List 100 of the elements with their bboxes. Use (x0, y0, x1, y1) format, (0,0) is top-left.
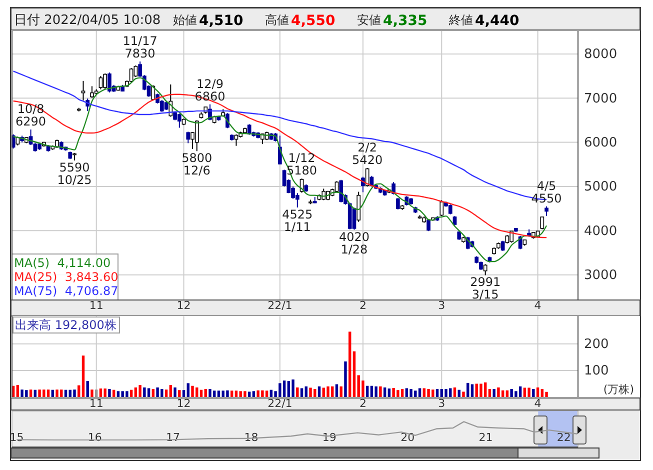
annotation: 10/8 6290 (16, 102, 46, 128)
y-tick-label: 100 (584, 364, 609, 379)
bar (34, 390, 37, 397)
bar (470, 384, 474, 397)
category-label: 高値 (265, 13, 289, 27)
bar (453, 387, 456, 397)
bar (344, 361, 347, 397)
category-label: 安値 (357, 13, 381, 27)
bar (326, 386, 330, 397)
y-tick-label: 200 (584, 337, 609, 352)
text: 4,550 (291, 13, 336, 29)
x-tick-label: 2 (359, 396, 366, 410)
x-tick-label: 22 (556, 430, 571, 444)
category-label: 終値 (448, 13, 473, 27)
candlestick (500, 240, 505, 252)
bar (400, 389, 404, 397)
candlestick (177, 113, 182, 128)
bar (366, 386, 369, 397)
y-tick-label: 5000 (584, 180, 618, 195)
x-tick-label: 22/1 (268, 396, 292, 410)
bar (287, 381, 290, 397)
candlestick (278, 135, 282, 165)
bar (422, 388, 426, 397)
candlestick (365, 167, 370, 187)
y-axis-title: (万株) (603, 383, 634, 396)
bar (484, 382, 487, 397)
x-tick-label: 4 (534, 298, 542, 312)
bar (230, 390, 234, 397)
candlestick (103, 72, 108, 90)
bar (388, 388, 391, 397)
bar (29, 390, 32, 397)
candlestick (448, 204, 452, 215)
bar (16, 385, 20, 397)
category-label: 始値 (173, 13, 197, 27)
annotation: 5800 12/6 (182, 151, 212, 178)
bar (82, 356, 85, 397)
x-tick-label: 4 (534, 396, 542, 410)
bar (492, 389, 496, 397)
bar (217, 390, 220, 397)
bar (174, 387, 176, 397)
bar (252, 391, 256, 397)
bar (270, 390, 273, 397)
bar (523, 388, 526, 397)
bar (444, 389, 448, 397)
bar (300, 388, 304, 397)
bar (383, 387, 386, 397)
bar (73, 390, 76, 397)
candlestick (81, 80, 86, 101)
x-tick-label: 11 (89, 396, 104, 410)
bar (458, 390, 460, 397)
annotation: 5590 10/25 (57, 160, 92, 187)
bar (56, 390, 58, 397)
text: MA(25) 3,843.60 (14, 270, 118, 284)
bar (528, 388, 530, 397)
bar (340, 386, 342, 397)
bar (540, 389, 544, 397)
y-tick-label: 7000 (584, 91, 618, 106)
bar (427, 389, 430, 397)
chart-title: 出来高 192,800株 (15, 318, 116, 332)
bar (46, 390, 50, 397)
text: 日付 2022/04/05 10:08 (14, 13, 161, 28)
bar (488, 389, 492, 397)
bar (95, 390, 98, 397)
bar (304, 386, 308, 397)
bar (348, 332, 352, 397)
x-tick-label: 17 (166, 430, 180, 444)
bar (164, 390, 168, 397)
candlestick (129, 68, 134, 83)
bar (501, 390, 504, 397)
bar (143, 387, 146, 397)
candlestick (361, 176, 365, 193)
x-tick-label: 3 (438, 396, 446, 410)
bar (169, 385, 172, 397)
text: MA(5) 4,114.00 (14, 256, 111, 270)
x-tick-label: 12 (176, 396, 191, 410)
y-tick-label: 6000 (584, 135, 618, 150)
bar (335, 384, 338, 397)
bar (282, 380, 286, 397)
bar (108, 389, 111, 397)
x-tick-label: 2 (359, 298, 366, 312)
bar (234, 390, 238, 397)
bar (374, 386, 378, 397)
annotation: 12/9 6860 (194, 76, 226, 104)
bar (370, 386, 374, 397)
bar (116, 391, 120, 397)
candlestick (440, 200, 444, 217)
bar (506, 390, 509, 397)
bar (138, 385, 142, 397)
candlestick (98, 76, 103, 90)
bar (112, 390, 116, 397)
x-tick-label: 11 (89, 298, 104, 312)
bar (178, 390, 181, 397)
bar (186, 383, 190, 397)
bar (134, 387, 138, 397)
bar (436, 389, 439, 397)
text: 4,335 (383, 13, 428, 29)
bar (78, 385, 80, 397)
bar (296, 387, 299, 397)
annotation: 4/5 4550 (531, 178, 562, 206)
candlestick (194, 120, 199, 152)
